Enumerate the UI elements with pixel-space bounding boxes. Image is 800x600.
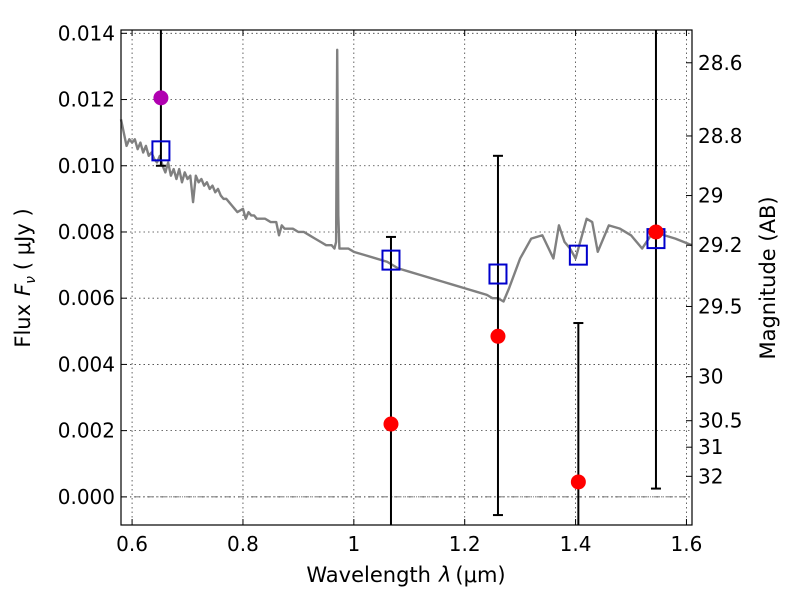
y2-tick-label: 30 <box>698 365 723 389</box>
y2-tick-label: 30.5 <box>698 409 743 433</box>
model-spectrum <box>119 48 693 303</box>
model-photometry-square <box>568 244 588 266</box>
y-tick-label: 0.000 <box>58 485 115 509</box>
y2-tick-label: 29.5 <box>698 294 743 318</box>
markers <box>151 90 666 490</box>
y-tick-label: 0.006 <box>58 286 115 310</box>
plot-frame <box>120 29 693 526</box>
y2-tick-label: 29.2 <box>698 233 743 257</box>
y-axis-label: FluxFν( μJy ) <box>11 208 39 347</box>
y-tick-label: 0.002 <box>58 419 115 443</box>
y-tick-label: 0.014 <box>58 21 115 45</box>
y-tick-label: 0.008 <box>58 220 115 244</box>
y-tick-label: 0.004 <box>58 352 115 376</box>
x-tick-label: 1.4 <box>560 532 592 556</box>
detection-point <box>153 90 169 106</box>
x-tick-label: 1.6 <box>671 532 703 556</box>
y2-tick-label: 29 <box>698 184 723 208</box>
y2-axis-label: Magnitude (AB) <box>756 196 780 359</box>
observed-point <box>383 416 399 432</box>
x-tick-label: 1 <box>347 532 360 556</box>
ticks: 0.6 0.8 1 1.2 1.4 1.6 0.000 0.002 0.004 0.006 0.00… <box>58 21 743 556</box>
model-photometry-square <box>381 249 401 271</box>
y2-tick-label: 28.8 <box>698 124 743 148</box>
y2-tick-label: 31 <box>698 435 723 459</box>
y2-tick-label: 32 <box>698 464 723 488</box>
y-tick-label: 0.010 <box>58 154 115 178</box>
x-axis-label: Wavelength λ (μm) <box>306 563 505 587</box>
x-tick-label: 0.6 <box>116 532 148 556</box>
observed-point <box>648 224 664 240</box>
x-tick-label: 0.8 <box>227 532 259 556</box>
model-photometry-square <box>151 140 171 162</box>
spectrum-line <box>119 48 693 303</box>
x-tick-label: 1.2 <box>449 532 481 556</box>
observed-point <box>570 474 586 490</box>
observed-point <box>490 328 506 344</box>
y2-tick-label: 28.6 <box>698 51 743 75</box>
y-tick-label: 0.012 <box>58 88 115 112</box>
model-photometry-square <box>488 263 508 285</box>
